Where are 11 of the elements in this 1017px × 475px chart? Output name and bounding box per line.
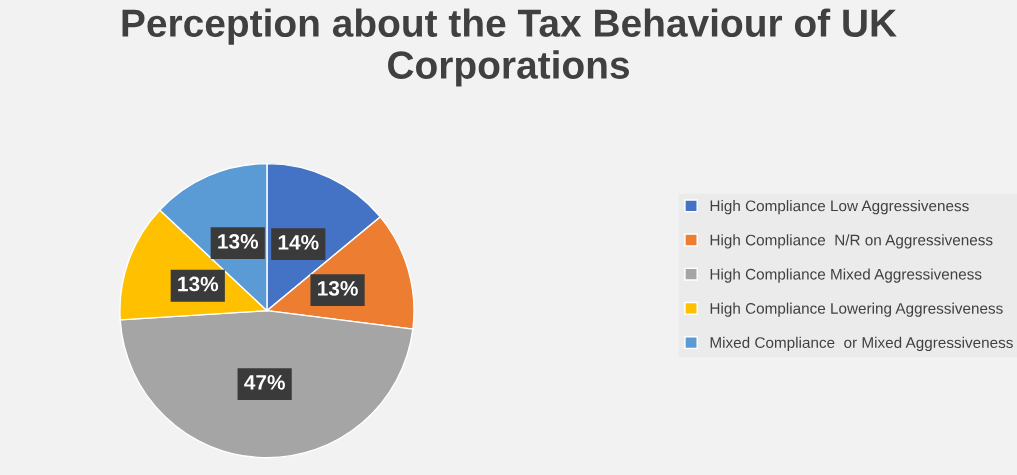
data-label: 47%	[244, 375, 285, 390]
data-label: 13%	[178, 276, 219, 292]
legend-label: High Compliance N/R on Aggressiveness	[710, 234, 993, 249]
legend-label: High Compliance Low Aggressiveness	[710, 200, 969, 215]
legend-label: High Compliance Mixed Aggressiveness	[710, 268, 982, 283]
data-label: 13%	[318, 280, 358, 296]
legend-label: Mixed Compliance or Mixed Aggressiveness	[710, 336, 1013, 352]
data-label: 13%	[218, 234, 259, 249]
legend-label: High Compliance Lowering Aggressiveness	[710, 302, 1003, 317]
chart-title: Perception about the Tax Behaviour of UK Corporations	[122, 8, 897, 87]
data-label: 14%	[278, 235, 319, 250]
